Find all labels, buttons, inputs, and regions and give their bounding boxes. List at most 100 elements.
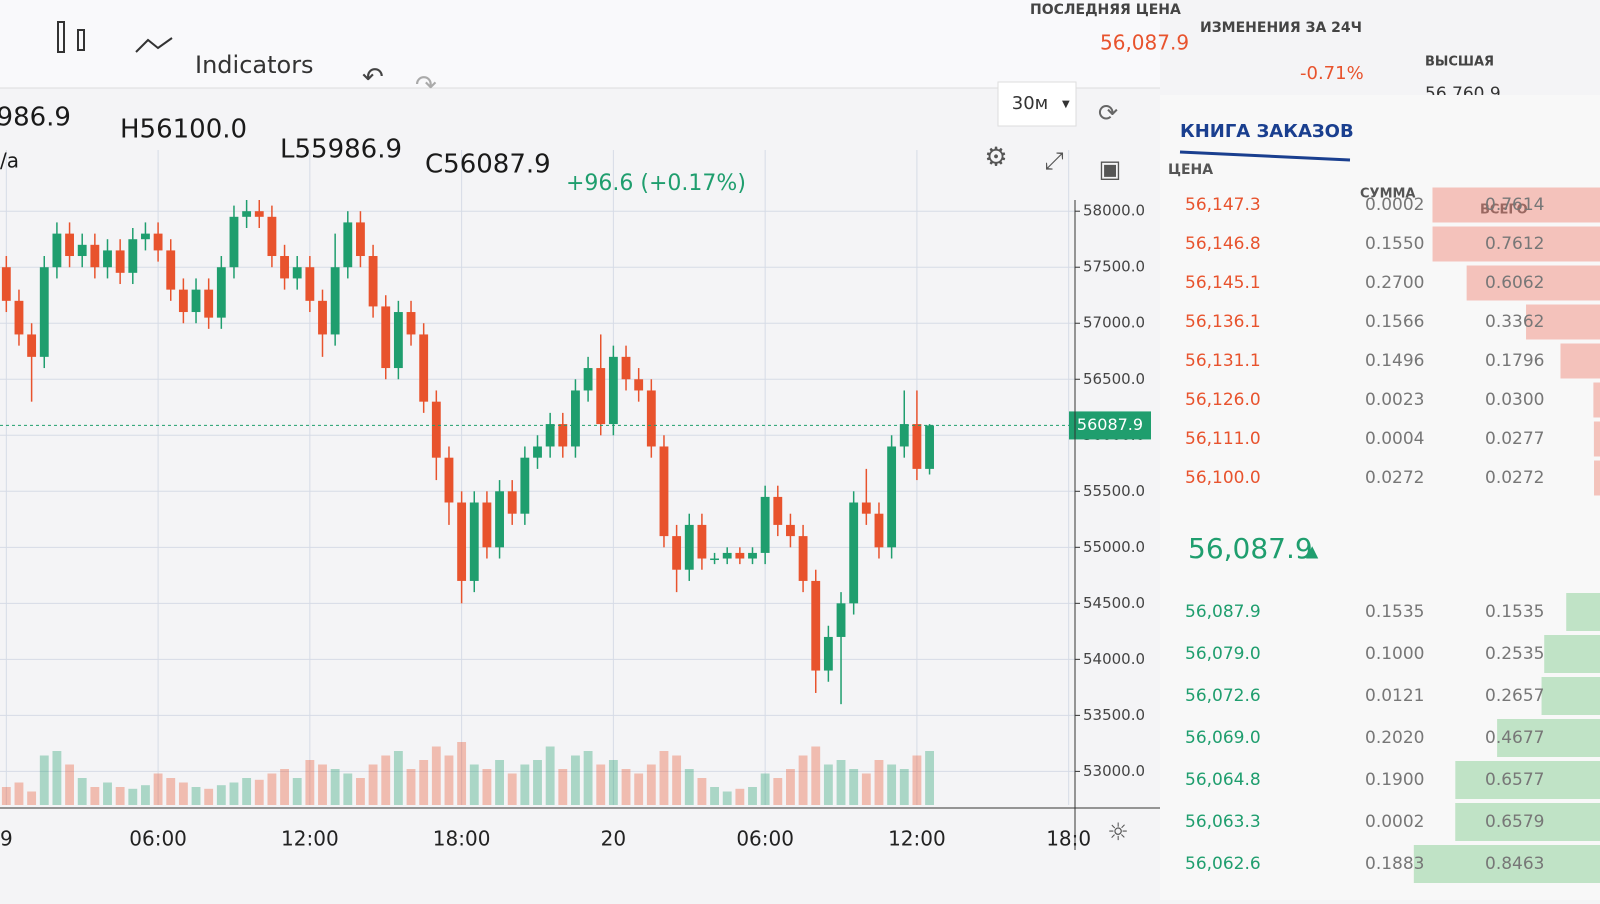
candle-body: [292, 267, 302, 279]
volume-bar: [520, 764, 530, 805]
candle-body: [748, 552, 757, 559]
icon: [77, 29, 85, 51]
total-cell: 0.4677: [1485, 728, 1544, 748]
order-book-title: КНИГА ЗАКАЗОВ: [1180, 121, 1354, 142]
depth-bar: [1432, 187, 1600, 223]
candle-body: [608, 356, 618, 425]
fullscreen-button[interactable]: ⤢: [1044, 147, 1063, 175]
depth-bar: [1566, 593, 1600, 631]
candle-body: [52, 233, 62, 268]
volume-bar: [482, 769, 492, 805]
candle-body: [925, 425, 934, 469]
candle-body: [836, 603, 846, 637]
candle-body: [596, 368, 606, 425]
price-cell: 56,145.1: [1185, 273, 1261, 293]
volume-bar: [343, 773, 353, 805]
settings-button[interactable]: ⚙: [984, 143, 1007, 173]
volume-bar: [267, 773, 277, 805]
volume-bar: [786, 769, 795, 805]
candle-body: [204, 289, 214, 318]
volume-bar: [141, 785, 150, 805]
interval-button[interactable]: 30м ▼: [997, 81, 1077, 127]
total-cell: 0.0272: [1485, 468, 1544, 488]
total-cell: 0.0300: [1485, 390, 1544, 410]
candle-body: [343, 222, 353, 268]
volume-bar: [659, 751, 669, 805]
depth-bar: [1466, 265, 1600, 301]
candle-body: [571, 390, 580, 447]
volume-bar: [621, 769, 631, 805]
total-cell: 0.6577: [1485, 770, 1544, 790]
candle-body: [887, 446, 897, 548]
candle-body: [710, 558, 719, 561]
price-cell: 56,136.1: [1185, 312, 1261, 332]
volume-bar: [697, 778, 707, 805]
candle-body: [735, 552, 745, 559]
volume-bar: [330, 769, 340, 805]
volume-bar: [684, 769, 694, 805]
volume-bar: [65, 764, 74, 805]
volume-bar: [583, 751, 593, 805]
volume-bar: [634, 773, 644, 805]
candle-body: [406, 312, 416, 335]
volume-bar: [356, 778, 365, 805]
volume-bar: [191, 787, 201, 805]
volume-bar: [444, 755, 454, 805]
y-tick-label: 54500.0: [1083, 594, 1145, 612]
candle-type-button[interactable]: [57, 21, 85, 53]
volume-bar: [103, 782, 112, 805]
candle-body: [520, 457, 530, 514]
icon: [135, 37, 173, 53]
reset-button[interactable]: ⟳: [1098, 99, 1118, 127]
amount-cell: 0.0004: [1365, 429, 1424, 449]
price-cell: 56,147.3: [1185, 195, 1261, 215]
x-tick-label: 06:00: [736, 827, 794, 851]
price-cell: 56,100.0: [1185, 468, 1261, 488]
candle-body: [381, 306, 391, 369]
tab-underline: [1179, 150, 1351, 162]
high-label: ВЫСШАЯ: [1425, 55, 1494, 70]
volume-bar: [153, 773, 163, 805]
amount-cell: 0.2020: [1365, 728, 1424, 748]
snapshot-button[interactable]: ▣: [1099, 155, 1122, 183]
volume-bar: [254, 779, 264, 805]
candle-body: [823, 636, 833, 671]
candle-body: [115, 250, 125, 273]
candle-body: [330, 267, 340, 335]
depth-bar: [1594, 460, 1600, 496]
amount-cell: 0.0272: [1365, 468, 1424, 488]
volume-bar: [722, 791, 732, 805]
x-tick-label: 9: [0, 827, 13, 851]
x-tick-label: 18:0: [1046, 827, 1091, 851]
last-price: 56,087.9: [1100, 31, 1189, 55]
indicators-button[interactable]: Indicators: [135, 37, 314, 79]
change-label: ИЗМЕНЕНИЯ ЗА 24Ч: [1200, 20, 1362, 36]
volume-bar: [77, 778, 87, 805]
volume-bar: [39, 755, 49, 805]
candle-body: [684, 524, 694, 570]
volume-bar: [507, 773, 517, 805]
volume-bar: [178, 782, 188, 805]
volume-bar: [899, 769, 909, 805]
depth-bar: [1455, 761, 1600, 799]
axis-settings-button[interactable]: ☼: [1107, 818, 1129, 846]
volume-bar: [596, 764, 606, 805]
volume-bar: [558, 769, 568, 805]
volume-bar: [533, 760, 542, 805]
candle-body: [773, 496, 783, 525]
candle-body: [90, 244, 100, 268]
volume-bar: [419, 760, 429, 805]
redo-button[interactable]: ↷: [415, 71, 437, 101]
candle-body: [558, 424, 568, 447]
volume-bar: [204, 788, 214, 805]
interval-box: [997, 81, 1077, 127]
volume-bar: [798, 755, 808, 805]
column-header: ВСЕГО: [1480, 203, 1528, 218]
volume-bar: [457, 742, 467, 805]
y-tick-label: 53500.0: [1083, 706, 1145, 724]
undo-button[interactable]: ↶: [362, 63, 384, 93]
candle-body: [672, 536, 682, 570]
x-tick-label: 12:00: [281, 827, 339, 851]
candle-body: [216, 267, 226, 318]
